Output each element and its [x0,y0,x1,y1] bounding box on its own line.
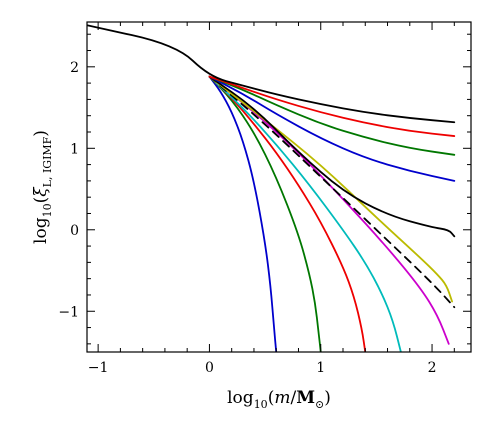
series-line-7 [208,75,453,303]
y-tick-label: −1 [58,304,79,320]
x-tick-label: 1 [316,360,325,376]
plot-series [87,24,456,352]
x-axis-label: log10(m/M⊙) [227,388,331,411]
series-line-4 [208,75,402,352]
x-tick-label: 0 [205,360,214,376]
series-line-1 [208,75,278,352]
x-tick-label: 2 [428,360,437,376]
series-line-9 [208,75,456,182]
y-tick-label: 2 [70,60,79,76]
x-tick-label: −1 [88,360,109,376]
y-tick-label: 1 [70,141,79,157]
y-tick-label: 0 [70,223,79,239]
series-line-11 [208,75,456,137]
axis-ticks: −1 0 1 2 −1 0 1 2 [58,22,471,376]
series-line-2 [208,75,322,352]
plot-frame [86,21,472,353]
series-line-12 [87,24,456,124]
series-line-8 [208,75,456,238]
y-axis-label: log10(ξL, IGIMF) [31,130,54,244]
series-line-6 [208,75,456,309]
